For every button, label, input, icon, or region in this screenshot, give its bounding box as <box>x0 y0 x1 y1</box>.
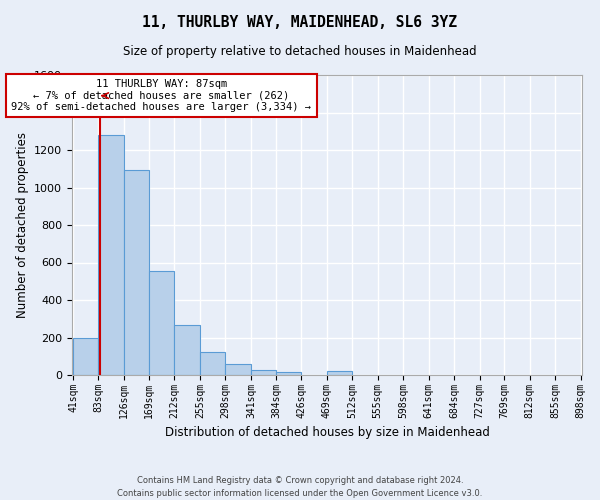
Bar <box>73 338 98 375</box>
Bar <box>327 371 352 375</box>
Text: 11, THURLBY WAY, MAIDENHEAD, SL6 3YZ: 11, THURLBY WAY, MAIDENHEAD, SL6 3YZ <box>143 15 458 30</box>
Bar <box>277 372 301 375</box>
Bar <box>124 170 149 375</box>
Bar <box>200 352 226 375</box>
Bar <box>149 271 175 375</box>
Text: 11 THURLBY WAY: 87sqm
← 7% of detached houses are smaller (262)
92% of semi-deta: 11 THURLBY WAY: 87sqm ← 7% of detached h… <box>11 79 311 112</box>
Text: Contains HM Land Registry data © Crown copyright and database right 2024.
Contai: Contains HM Land Registry data © Crown c… <box>118 476 482 498</box>
Text: Size of property relative to detached houses in Maidenhead: Size of property relative to detached ho… <box>123 45 477 58</box>
Bar <box>251 370 277 375</box>
Y-axis label: Number of detached properties: Number of detached properties <box>16 132 29 318</box>
Bar <box>175 326 200 375</box>
X-axis label: Distribution of detached houses by size in Maidenhead: Distribution of detached houses by size … <box>164 426 490 439</box>
Bar <box>98 135 124 375</box>
Bar <box>226 364 251 375</box>
